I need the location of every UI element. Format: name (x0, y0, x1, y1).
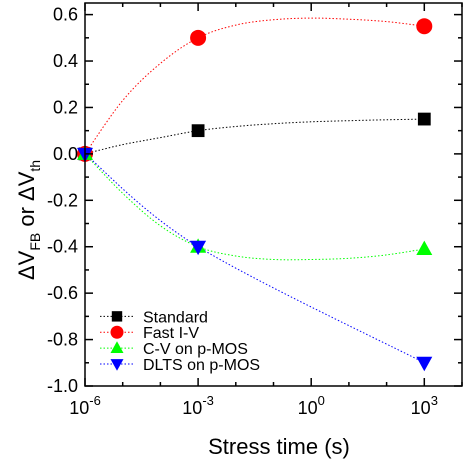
y-tick-label: -1.0 (47, 376, 78, 396)
y-tick-label: 0.6 (53, 5, 78, 25)
y-tick-label: -0.8 (47, 330, 78, 350)
series-fit-line (84, 153, 425, 364)
x-tick-label-base: 10 (69, 398, 89, 418)
y-tick-label: -0.6 (47, 283, 78, 303)
x-tick-label-exponent: 3 (431, 393, 438, 408)
data-point (417, 112, 431, 126)
y-axis-title: ΔVFB or ΔVth (14, 160, 43, 280)
data-point (416, 18, 433, 35)
y-axis-title-sub2: th (27, 160, 43, 172)
y-tick-label: -0.4 (47, 237, 78, 257)
series-fit-line (84, 118, 425, 155)
data-point (190, 29, 207, 46)
data-point (191, 124, 205, 138)
legend-label: C-V on p-MOS (143, 341, 248, 358)
legend-marker (110, 341, 124, 353)
data-point (416, 356, 433, 372)
fit-curves (84, 17, 425, 364)
legend-label: DLTS on p-MOS (143, 357, 260, 374)
series-fit-line (84, 153, 425, 261)
x-tick-label: 100 (298, 393, 325, 418)
legend-entry: DLTS on p-MOS (100, 357, 260, 374)
x-tick-label-exponent: -3 (202, 393, 214, 408)
x-tick-label-base: 10 (411, 398, 431, 418)
legend-entry: C-V on p-MOS (100, 341, 248, 358)
y-tick-label: 0.0 (53, 144, 78, 164)
data-point (416, 240, 433, 256)
x-axis: 10-6 10-3 100 103 (69, 3, 463, 418)
x-tick-label: 10-6 (69, 393, 101, 418)
y-axis-title-main: ΔV (14, 250, 39, 280)
legend-marker (110, 325, 124, 339)
y-axis-title-sub1: FB (27, 233, 43, 251)
y-tick-label: -0.2 (47, 190, 78, 210)
data-point (190, 240, 207, 256)
legend-label: Fast I-V (143, 325, 199, 342)
series-fit-line (84, 17, 425, 155)
legend-marker (110, 359, 124, 371)
legend-entry: Fast I-V (100, 325, 199, 342)
x-tick-label: 103 (411, 393, 438, 418)
x-tick-label-exponent: -6 (89, 393, 101, 408)
plot-frame (84, 2, 463, 387)
legend-label: Standard (143, 309, 208, 326)
data-markers (77, 18, 433, 372)
legend-entry: Standard (100, 309, 208, 326)
y-axis-title-mid: or ΔV (14, 171, 39, 232)
y-axis: 0.6 0.4 0.2 0.0 -0.2 -0.4 -0.6 -0.8 -1.0 (47, 5, 462, 396)
x-tick-label-base: 10 (298, 398, 318, 418)
x-tick-label: 10-3 (182, 393, 214, 418)
y-tick-label: 0.2 (53, 97, 78, 117)
legend-marker (111, 311, 123, 322)
x-tick-label-base: 10 (182, 398, 202, 418)
x-axis-title: Stress time (s) (208, 434, 350, 459)
y-tick-label: 0.4 (53, 51, 78, 71)
x-tick-label-exponent: 0 (318, 393, 325, 408)
